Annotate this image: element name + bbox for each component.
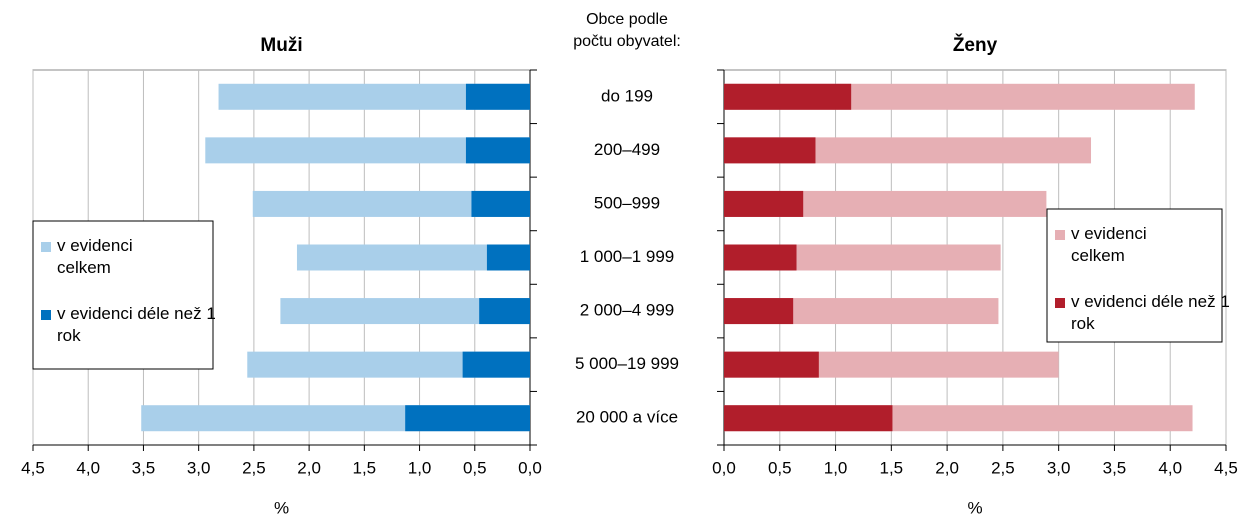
bar (724, 244, 797, 271)
x-tick-label: 2,5 (242, 458, 266, 477)
x-tick-label: 0,5 (768, 458, 792, 477)
legend-box (1046, 208, 1223, 343)
category-title: Obce podle počtu obyvatel: (573, 11, 681, 50)
legend-label: v evidenci celkem (57, 236, 133, 277)
bar (479, 298, 530, 325)
bar (724, 298, 794, 325)
chart-title: Muži (260, 35, 302, 56)
x-tick-label: 4,5 (21, 458, 45, 477)
legend-swatch (1055, 230, 1065, 240)
category-label: 500–999 (594, 193, 660, 212)
x-tick-label: 4,0 (1158, 458, 1182, 477)
category-label: 20 000 a více (576, 408, 678, 427)
x-tick-label: 4,0 (76, 458, 100, 477)
legend-label: v evidenci déle než 1 rok (57, 304, 216, 345)
x-tick-label: 1,0 (824, 458, 848, 477)
x-tick-label: 3,0 (187, 458, 211, 477)
category-label: 1 000–1 999 (580, 247, 675, 266)
bar (462, 351, 530, 378)
bar (486, 244, 530, 271)
bar (724, 190, 804, 217)
bar (724, 137, 816, 164)
x-tick-label: 3,5 (1103, 458, 1127, 477)
x-tick-label: 1,5 (880, 458, 904, 477)
bar (724, 405, 893, 432)
legend-label: v evidenci celkem (1071, 224, 1147, 265)
x-axis-label: % (274, 498, 289, 517)
x-tick-label: 2,0 (935, 458, 959, 477)
chart-title: Ženy (953, 34, 998, 56)
bar (465, 137, 530, 164)
x-tick-label: 4,5 (1214, 458, 1238, 477)
x-tick-label: 0,5 (463, 458, 487, 477)
x-tick-label: 0,0 (518, 458, 542, 477)
bar (405, 405, 530, 432)
x-tick-label: 2,0 (297, 458, 321, 477)
category-label: do 199 (601, 86, 653, 105)
legend-swatch (41, 310, 51, 320)
legend-label: v evidenci déle než 1 rok (1071, 292, 1230, 333)
category-label: 200–499 (594, 140, 660, 159)
category-label: 2 000–4 999 (580, 301, 675, 320)
x-tick-label: 2,5 (991, 458, 1015, 477)
bar (724, 83, 852, 110)
x-tick-label: 3,0 (1047, 458, 1071, 477)
x-tick-label: 0,0 (712, 458, 736, 477)
x-tick-label: 1,0 (408, 458, 432, 477)
legend-box (32, 220, 214, 370)
x-tick-label: 3,5 (132, 458, 156, 477)
bar (465, 83, 530, 110)
bar (471, 190, 530, 217)
x-tick-label: 1,5 (353, 458, 377, 477)
category-label: 5 000–19 999 (575, 354, 679, 373)
bar (724, 351, 819, 378)
legend-swatch (41, 242, 51, 252)
legend-swatch (1055, 298, 1065, 308)
x-axis-label: % (967, 498, 982, 517)
